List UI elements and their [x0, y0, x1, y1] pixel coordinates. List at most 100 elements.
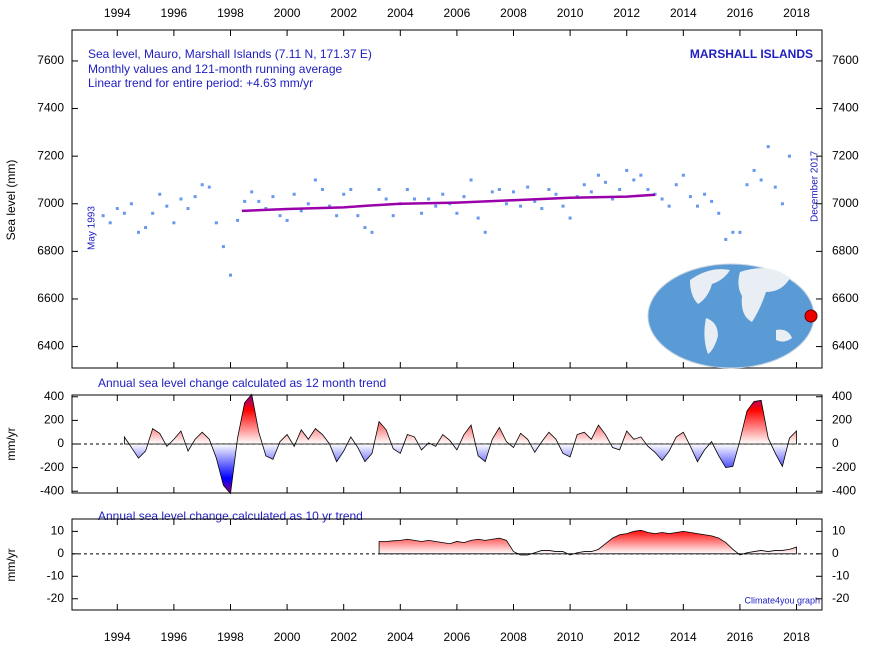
- data-point: [292, 192, 296, 196]
- data-point: [278, 214, 282, 218]
- y-axis-label: mm/yr: [4, 427, 18, 460]
- data-point: [434, 204, 438, 208]
- data-point: [427, 197, 431, 201]
- globe-land: [738, 268, 790, 322]
- data-point: [497, 187, 501, 191]
- globe-land: [776, 329, 792, 342]
- data-point: [717, 211, 721, 215]
- data-point: [540, 207, 544, 211]
- data-point: [377, 187, 381, 191]
- panel-title: Annual sea level change calculated as 12…: [98, 376, 386, 390]
- data-point: [193, 195, 197, 199]
- y-tick-label: 7200: [37, 148, 64, 162]
- data-point: [462, 195, 466, 199]
- y-tick-label: 0: [832, 546, 839, 560]
- x-tick-label: 2004: [387, 630, 414, 644]
- plot-frame: [71, 29, 823, 369]
- y-tick-label: 6600: [832, 291, 859, 305]
- y-tick-label: -20: [47, 591, 65, 605]
- y-tick-label: 10: [51, 524, 65, 538]
- x-tick-label: 2012: [613, 6, 640, 20]
- globe-land: [704, 318, 718, 354]
- data-point: [129, 202, 133, 206]
- x-tick-label: 2018: [783, 6, 810, 20]
- y-tick-label: 400: [44, 389, 64, 403]
- data-point: [674, 183, 678, 187]
- y-tick-label: 6800: [37, 244, 64, 258]
- y-axis-label: Sea level (mm): [4, 160, 18, 241]
- data-point: [526, 185, 530, 189]
- x-tick-label: 2008: [500, 6, 527, 20]
- data-point: [554, 192, 558, 196]
- y-tick-label: 7000: [37, 196, 64, 210]
- globe: [647, 263, 818, 369]
- y-tick-label: 7000: [832, 196, 859, 210]
- data-point: [589, 190, 593, 194]
- data-point: [144, 226, 148, 230]
- data-point: [618, 187, 622, 191]
- x-tick-label: 2006: [444, 630, 471, 644]
- data-point: [158, 192, 162, 196]
- data-point: [186, 207, 190, 211]
- panel-title: Annual sea level change calculated as 10…: [98, 509, 363, 523]
- x-tick-label: 2000: [274, 630, 301, 644]
- data-point: [228, 273, 232, 277]
- end-label: December 2017: [810, 150, 821, 222]
- data-point: [759, 178, 763, 182]
- region-label: MARSHALL ISLANDS: [690, 47, 813, 61]
- y-axis-label: mm/yr: [4, 548, 18, 581]
- data-point: [533, 199, 537, 203]
- data-point: [731, 230, 735, 234]
- data-point: [342, 192, 346, 196]
- x-tick-label: 2016: [727, 6, 754, 20]
- data-point: [653, 192, 657, 196]
- x-tick-label: 1996: [161, 6, 188, 20]
- x-tick-label: 2018: [783, 630, 810, 644]
- data-point: [483, 230, 487, 234]
- x-tick-label: 2008: [500, 630, 527, 644]
- data-point: [412, 197, 416, 201]
- trend-area: [378, 529, 797, 556]
- y-tick-label: -400: [832, 483, 856, 497]
- x-tick-label: 1996: [161, 630, 188, 644]
- y-tick-label: 7600: [37, 53, 64, 67]
- x-tick-label: 1998: [217, 630, 244, 644]
- data-point: [519, 204, 523, 208]
- data-point: [108, 221, 112, 225]
- x-tick-label: 2014: [670, 630, 697, 644]
- y-tick-label: 10: [832, 524, 846, 538]
- data-point: [236, 218, 240, 222]
- data-point: [660, 197, 664, 201]
- data-point: [151, 211, 155, 215]
- data-point: [596, 173, 600, 177]
- title-line: Sea level, Mauro, Marshall Islands (7.11…: [88, 47, 372, 61]
- data-point: [766, 145, 770, 149]
- data-point: [384, 197, 388, 201]
- credit: Climate4you graph: [744, 595, 820, 605]
- data-point: [780, 202, 784, 206]
- data-point: [320, 187, 324, 191]
- data-point: [688, 195, 692, 199]
- x-tick-label: 2000: [274, 6, 301, 20]
- x-tick-label: 2010: [557, 6, 584, 20]
- data-point: [328, 204, 332, 208]
- data-point: [257, 199, 261, 203]
- data-point: [313, 178, 317, 182]
- y-tick-label: 6400: [37, 339, 64, 353]
- title-line: Linear trend for entire period: +4.63 mm…: [88, 76, 313, 90]
- data-point: [271, 195, 275, 199]
- x-tick-label: 2002: [330, 630, 357, 644]
- x-tick-label: 1998: [217, 6, 244, 20]
- trend-area: [123, 393, 797, 495]
- data-point: [724, 237, 728, 241]
- y-tick-label: 6600: [37, 291, 64, 305]
- data-point: [611, 197, 615, 201]
- data-point: [752, 168, 756, 172]
- data-point: [285, 218, 289, 222]
- data-point: [476, 216, 480, 220]
- x-tick-label: 1994: [104, 6, 131, 20]
- location-marker: [804, 309, 818, 323]
- x-tick-label: 2004: [387, 6, 414, 20]
- data-point: [363, 226, 367, 230]
